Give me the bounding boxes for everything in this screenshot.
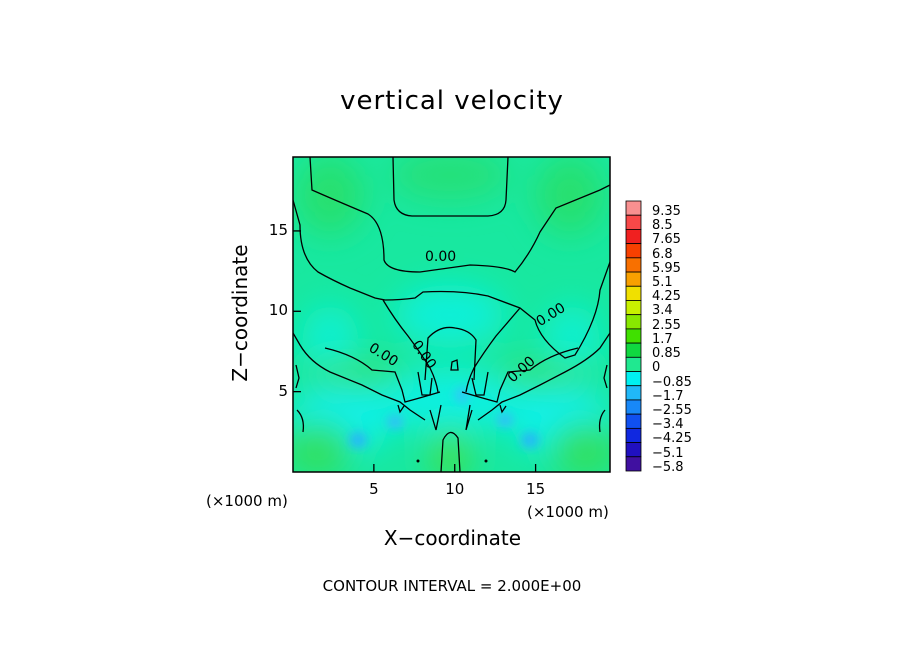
contour-interval-note: CONTOUR INTERVAL = 2.000E+00 — [322, 577, 582, 595]
contour-lines — [293, 157, 610, 472]
colorbar-level-label: 3.4 — [652, 303, 673, 319]
x-axis-unit-left: (×1000 m) — [206, 492, 288, 510]
y-tick-label: 5 — [278, 381, 288, 400]
colorbar-swatch — [625, 300, 642, 316]
colorbar-level-label: 2.55 — [652, 317, 681, 333]
colorbar-swatch — [625, 328, 642, 344]
colorbar-swatch — [625, 314, 642, 330]
x-tick-label: 5 — [369, 480, 379, 498]
colorbar-level-label: 8.5 — [652, 218, 673, 234]
colorbar-swatch — [625, 271, 642, 287]
colorbar-level-label: 5.95 — [652, 260, 681, 276]
colorbar-swatch — [625, 200, 642, 216]
colorbar-swatch — [625, 342, 642, 358]
contour-value-label: 0.00 — [425, 249, 456, 265]
colorbar-level-label: 6.8 — [652, 246, 673, 262]
colorbar-swatch — [625, 257, 642, 273]
colorbar-swatch — [625, 413, 642, 429]
axis-ticks — [293, 230, 537, 472]
velocity-field: 0.00 0.00 0.00 0.00 0.00 — [293, 157, 610, 472]
colorbar-level-label: −3.4 — [652, 417, 684, 433]
colorbar-level-label: 0.85 — [652, 346, 681, 362]
plot-frame — [292, 156, 611, 473]
chart-title: vertical velocity — [340, 86, 564, 116]
x-axis-unit-right: (×1000 m) — [527, 503, 609, 521]
y-tick-label: 10 — [268, 301, 288, 320]
colorbar-swatch — [625, 442, 642, 458]
colorbar-swatch — [625, 399, 642, 415]
x-tick-label: 15 — [526, 480, 546, 498]
colorbar-level-label: −5.8 — [652, 459, 684, 475]
colorbar-swatch — [625, 456, 642, 472]
colorbar-level-label: −5.1 — [652, 445, 684, 461]
colorbar-swatch — [625, 385, 642, 401]
colorbar-level-label: 9.35 — [652, 204, 681, 219]
colorbar-level-label: −4.25 — [652, 431, 692, 447]
colorbar-swatch — [625, 427, 642, 443]
colorbar-swatch — [625, 285, 642, 301]
colorbar-level-label: −0.85 — [652, 374, 692, 390]
colorbar — [625, 200, 642, 472]
colorbar-level-label: 0 — [652, 360, 661, 376]
colorbar-level-label: −2.55 — [652, 402, 692, 418]
colorbar-level-label: 7.65 — [652, 232, 681, 248]
colorbar-swatch — [625, 229, 642, 245]
colorbar-swatch — [625, 371, 642, 387]
colorbar-level-label: 4.25 — [652, 289, 681, 305]
colorbar-swatch — [625, 356, 642, 372]
colorbar-swatch — [625, 243, 642, 259]
y-tick-label: 15 — [268, 220, 288, 239]
x-axis-label: X−coordinate — [383, 526, 522, 550]
colorbar-level-label: 1.7 — [652, 331, 673, 347]
colorbar-level-label: −1.7 — [652, 388, 684, 404]
colorbar-level-label: 5.1 — [652, 275, 673, 291]
colorbar-swatch — [625, 214, 642, 230]
x-tick-label: 10 — [445, 480, 465, 498]
y-axis-label: Z−coordinate — [228, 244, 252, 382]
